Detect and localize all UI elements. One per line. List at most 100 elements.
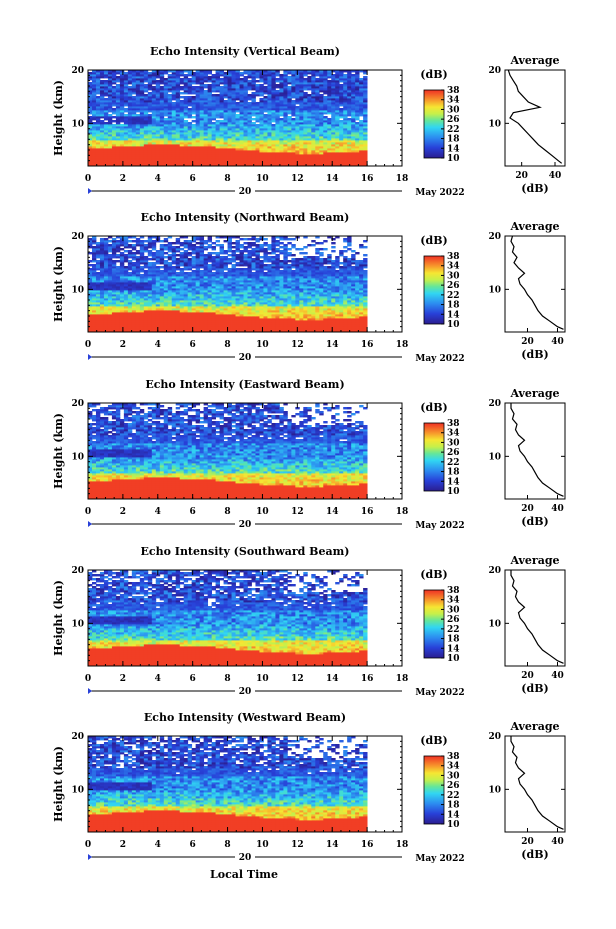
heatmap-cell xyxy=(363,144,368,147)
heatmap-cell xyxy=(111,74,117,77)
heatmap-cell xyxy=(123,294,129,297)
heatmap-cell xyxy=(227,150,232,153)
heatmap-cell xyxy=(311,114,316,117)
heatmap-cell xyxy=(239,324,244,327)
heatmap-cell xyxy=(355,144,360,147)
heatmap-cell xyxy=(239,316,244,319)
heatmap-cell xyxy=(199,92,205,95)
heatmap-cell xyxy=(163,302,169,305)
heatmap-cell xyxy=(179,144,185,147)
heatmap-cell xyxy=(243,286,248,289)
heatmap-cell xyxy=(211,136,216,139)
heatmap-cell xyxy=(243,104,248,107)
heatmap-cell xyxy=(219,156,224,159)
heatmap-cell xyxy=(323,152,328,155)
heatmap-cell xyxy=(191,86,197,89)
heatmap-cell xyxy=(235,328,240,331)
heatmap-cell xyxy=(135,312,141,315)
heatmap-cell xyxy=(231,104,236,107)
heatmap-cell xyxy=(271,118,276,121)
heatmap-cell xyxy=(107,94,113,97)
heatmap-cell xyxy=(127,136,133,139)
heatmap-cell xyxy=(347,86,352,89)
heatmap-cell xyxy=(139,312,145,315)
heatmap-cell xyxy=(199,154,205,157)
heatmap-cell xyxy=(319,140,324,143)
heatmap-cell xyxy=(339,102,344,105)
heatmap-cell xyxy=(251,154,256,157)
heatmap-cell xyxy=(183,110,189,113)
heatmap-cell xyxy=(179,146,185,149)
heatmap-cell xyxy=(331,70,336,73)
heatmap-cell xyxy=(183,78,189,81)
heatmap-cell xyxy=(199,78,205,81)
heatmap-cell xyxy=(183,162,189,165)
heatmap-cell xyxy=(255,80,260,83)
heatmap-cell xyxy=(311,86,316,89)
heatmap-cell xyxy=(171,112,177,115)
heatmap-cell xyxy=(239,128,244,131)
heatmap-cell xyxy=(207,102,213,105)
heatmap-cell xyxy=(291,82,296,85)
heatmap-cell xyxy=(195,290,201,293)
heatmap-cell xyxy=(319,72,324,75)
heatmap-cell xyxy=(255,326,260,329)
heatmap-cell xyxy=(139,162,145,165)
heatmap-cell xyxy=(147,148,153,151)
heatmap-cell xyxy=(167,142,173,145)
heatmap-cell xyxy=(139,328,145,331)
heatmap-cell xyxy=(127,308,133,311)
heatmap-cell xyxy=(275,110,280,113)
heatmap-cell xyxy=(315,70,320,73)
heatmap-cell xyxy=(335,290,340,293)
heatmap-cell xyxy=(111,286,117,289)
heatmap-cell xyxy=(123,98,129,101)
heatmap-cell xyxy=(127,134,133,137)
heatmap-cell xyxy=(119,152,125,155)
heatmap-cell xyxy=(203,106,209,109)
heatmap-cell xyxy=(231,84,236,87)
heatmap-cell xyxy=(303,122,308,125)
heatmap-cell xyxy=(279,98,284,101)
heatmap-cell xyxy=(195,308,201,311)
heatmap-cell xyxy=(223,122,228,125)
heatmap-cell xyxy=(343,306,348,309)
heatmap-cell xyxy=(331,136,336,139)
heatmap-cell xyxy=(327,92,332,95)
heatmap-cell xyxy=(88,112,93,115)
heatmap-cell xyxy=(311,120,316,123)
heatmap-cell xyxy=(275,142,280,145)
heatmap-cell xyxy=(99,124,105,127)
heatmap-cell xyxy=(99,324,105,327)
heatmap-cell xyxy=(275,158,280,161)
heatmap-cell xyxy=(123,308,129,311)
heatmap-cell xyxy=(219,146,224,149)
heatmap-cell xyxy=(147,108,153,111)
heatmap-cell xyxy=(283,326,288,329)
heatmap-cell xyxy=(343,88,348,91)
heatmap-cell xyxy=(251,104,256,107)
heatmap-cell xyxy=(151,158,157,161)
heatmap-cell xyxy=(215,324,220,327)
heatmap-cell xyxy=(88,326,93,329)
heatmap-cell xyxy=(203,324,209,327)
heatmap-cell xyxy=(167,314,173,317)
heatmap-cell xyxy=(263,312,268,315)
heatmap-cell xyxy=(247,296,252,299)
heatmap-cell xyxy=(311,72,316,75)
heatmap-cell xyxy=(251,98,256,101)
heatmap-cell xyxy=(319,102,324,105)
heatmap-cell xyxy=(335,106,340,109)
heatmap-cell xyxy=(167,94,173,97)
heatmap-cell xyxy=(127,96,133,99)
heatmap-cell xyxy=(219,294,224,297)
heatmap-cell xyxy=(99,318,105,321)
heatmap-cell xyxy=(279,82,284,85)
heatmap-cell xyxy=(195,298,201,301)
heatmap-cell xyxy=(247,76,252,79)
heatmap-cell xyxy=(115,150,121,153)
heatmap-cell xyxy=(107,96,113,99)
heatmap-cell xyxy=(135,82,141,85)
heatmap-cell xyxy=(219,96,224,99)
heatmap-cell xyxy=(95,330,101,333)
